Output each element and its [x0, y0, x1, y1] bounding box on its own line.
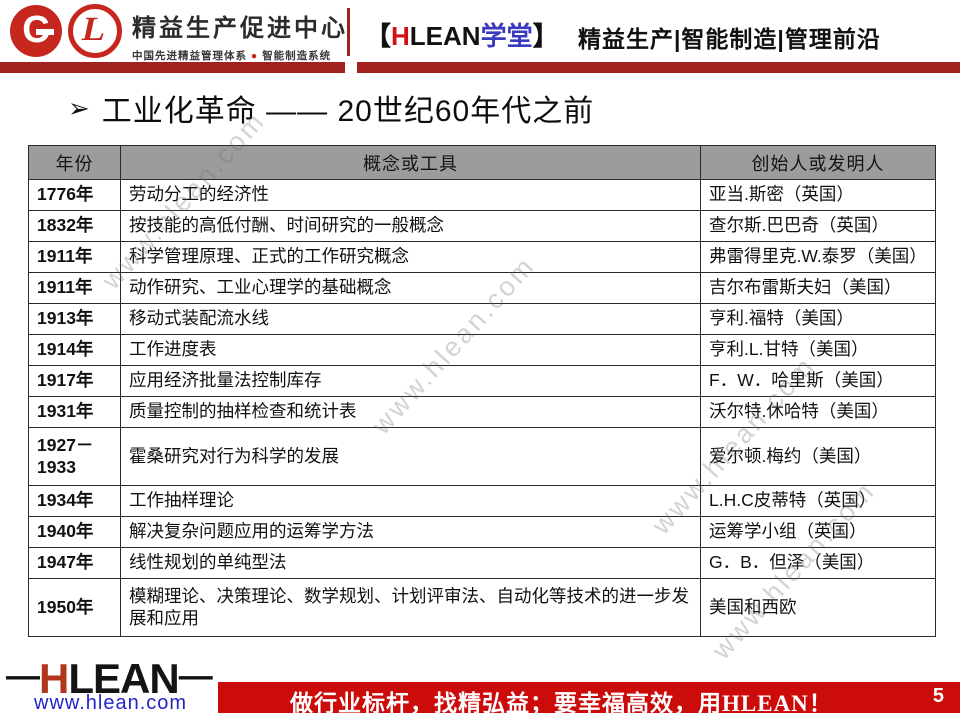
table-row: 1947年 线性规划的单纯型法 G．B．但泽（美国）: [28, 547, 936, 579]
table-row: 1776年 劳动分工的经济性 亚当.斯密（英国）: [28, 179, 936, 211]
footer-logo: —HLEAN—: [6, 655, 213, 702]
header-rule-right: [357, 62, 960, 73]
concept-cell: 解决复杂问题应用的运筹学方法: [120, 516, 701, 548]
org-tagline: 中国先进精益管理体系 ● 智能制造系统: [132, 48, 347, 63]
brand-bracket-open: 【: [365, 21, 392, 51]
table-row: 1911年 科学管理原理、正式的工作研究概念 弗雷得里克.W.泰罗（美国）: [28, 241, 936, 273]
year-cell: 1934年: [28, 485, 121, 517]
year-cell: 1917年: [28, 365, 121, 397]
creator-cell: L.H.C皮蒂特（英国）: [700, 485, 936, 517]
footer-banner-slogan: 做行业标杆，找精弘益；要幸福高效，用HLEAN！: [290, 691, 833, 716]
creator-cell: 美国和西欧: [700, 578, 936, 637]
brand-bracket-close: 】: [532, 21, 559, 51]
org-tagline-right: 智能制造系统: [262, 50, 332, 62]
year-cell: 1931年: [28, 396, 121, 428]
year-cell: 1940年: [28, 516, 121, 548]
page-number: 5: [932, 685, 944, 707]
creator-cell: G．B．但泽（美国）: [700, 547, 936, 579]
year-cell: 1914年: [28, 334, 121, 366]
logo-l-letter: L: [79, 11, 110, 48]
history-table-wrap: 年份 概念或工具 创始人或发明人 1776年 劳动分工的经济性 亚当.斯密（英国） 1…: [28, 145, 936, 637]
creator-cell: 爱尔顿.梅约（美国）: [700, 427, 936, 486]
table-row: 1927－1933 霍桑研究对行为科学的发展 爱尔顿.梅约（美国）: [28, 427, 936, 486]
org-block: 精益生产促进中心 中国先进精益管理体系 ● 智能制造系统: [132, 8, 347, 63]
creator-cell: 亨利.福特（美国）: [700, 303, 936, 335]
concept-cell: 工作进度表: [120, 334, 701, 366]
creator-cell: 查尔斯.巴巴奇（英国）: [700, 210, 936, 242]
logo-key-shape: [36, 29, 54, 35]
concept-cell: 科学管理原理、正式的工作研究概念: [120, 241, 701, 273]
year-cell: 1832年: [28, 210, 121, 242]
year-cell: 1911年: [28, 241, 121, 273]
brand-lean: LEAN: [409, 21, 481, 51]
creator-cell: 吉尔布雷斯夫妇（美国）: [700, 272, 936, 304]
history-table-body: 1776年 劳动分工的经济性 亚当.斯密（英国） 1832年 按技能的高低付酬、时间研究…: [28, 179, 936, 637]
table-row: 1832年 按技能的高低付酬、时间研究的一般概念 查尔斯.巴巴奇（英国）: [28, 210, 936, 242]
table-row: 1931年 质量控制的抽样检查和统计表 沃尔特.休哈特（美国）: [28, 396, 936, 428]
header-divider: [347, 8, 350, 56]
year-cell: 1950年: [28, 578, 121, 637]
history-table: 年份 概念或工具 创始人或发明人 1776年 劳动分工的经济性 亚当.斯密（英国） 1…: [28, 145, 936, 637]
year-cell: 1947年: [28, 547, 121, 579]
creator-cell: 亚当.斯密（英国）: [700, 179, 936, 211]
footer-banner: 做行业标杆，找精弘益；要幸福高效，用HLEAN！ 5: [218, 682, 960, 716]
table-row: 1914年 工作进度表 亨利.L.甘特（美国）: [28, 334, 936, 366]
footer-logo-dash-left: —: [6, 657, 40, 695]
creator-cell: F．W．哈里斯（美国）: [700, 365, 936, 397]
page-title: 工业化革命 —— 20世纪60年代之前: [101, 95, 595, 128]
column-header-creator: 创始人或发明人: [700, 145, 936, 180]
column-header-concept: 概念或工具: [120, 145, 701, 180]
concept-cell: 动作研究、工业心理学的基础概念: [120, 272, 701, 304]
concept-cell: 霍桑研究对行为科学的发展: [120, 427, 701, 486]
concept-cell: 工作抽样理论: [120, 485, 701, 517]
brand-xuetang: 学堂: [480, 21, 533, 51]
header: C L 精益生产促进中心 中国先进精益管理体系 ● 智能制造系统 【HLEAN学…: [0, 0, 960, 62]
table-row: 1913年 移动式装配流水线 亨利.福特（美国）: [28, 303, 936, 335]
creator-cell: 运筹学小组（英国）: [700, 516, 936, 548]
year-cell: 1911年: [28, 272, 121, 304]
brand-h: H: [391, 21, 410, 51]
year-cell: 1913年: [28, 303, 121, 335]
website-link[interactable]: www.hlean.com: [34, 692, 188, 714]
concept-cell: 模糊理论、决策理论、数学规划、计划评审法、自动化等技术的进一步发展和应用: [120, 578, 701, 637]
company-ring-logo-icon: L: [68, 4, 122, 58]
concept-cell: 线性规划的单纯型法: [120, 547, 701, 579]
footer-logo-h: H: [39, 655, 69, 702]
concept-cell: 按技能的高低付酬、时间研究的一般概念: [120, 210, 701, 242]
org-name: 精益生产促进中心: [132, 16, 348, 42]
table-row: 1917年 应用经济批量法控制库存 F．W．哈里斯（美国）: [28, 365, 936, 397]
column-header-year: 年份: [28, 145, 121, 180]
table-row: 1950年 模糊理论、决策理论、数学规划、计划评审法、自动化等技术的进一步发展和应…: [28, 578, 936, 637]
table-row: 1940年 解决复杂问题应用的运筹学方法 运筹学小组（英国）: [28, 516, 936, 548]
brand-title: 【HLEAN学堂】: [365, 16, 559, 53]
table-header-row: 年份 概念或工具 创始人或发明人: [28, 145, 936, 180]
concept-cell: 质量控制的抽样检查和统计表: [120, 396, 701, 428]
company-seal-logo-icon: C: [10, 5, 62, 57]
title-row: ➢ 工业化革命 —— 20世纪60年代之前: [68, 86, 928, 130]
footer-logo-lean: LEAN: [68, 655, 179, 702]
header-slogan: 精益生产|智能制造|管理前沿: [578, 26, 881, 52]
org-tagline-dot: ●: [250, 50, 259, 62]
table-row: 1911年 动作研究、工业心理学的基础概念 吉尔布雷斯夫妇（美国）: [28, 272, 936, 304]
creator-cell: 沃尔特.休哈特（美国）: [700, 396, 936, 428]
footer-logo-dash-right: —: [178, 657, 213, 695]
creator-cell: 弗雷得里克.W.泰罗（美国）: [700, 241, 936, 273]
year-cell: 1776年: [28, 179, 121, 211]
arrow-bullet-icon: ➢: [68, 92, 90, 123]
table-row: 1934年 工作抽样理论 L.H.C皮蒂特（英国）: [28, 485, 936, 517]
creator-cell: 亨利.L.甘特（美国）: [700, 334, 936, 366]
org-tagline-left: 中国先进精益管理体系: [132, 50, 247, 62]
concept-cell: 应用经济批量法控制库存: [120, 365, 701, 397]
year-cell: 1927－1933: [28, 427, 121, 486]
header-rule-left: [0, 62, 345, 73]
concept-cell: 移动式装配流水线: [120, 303, 701, 335]
concept-cell: 劳动分工的经济性: [120, 179, 701, 211]
